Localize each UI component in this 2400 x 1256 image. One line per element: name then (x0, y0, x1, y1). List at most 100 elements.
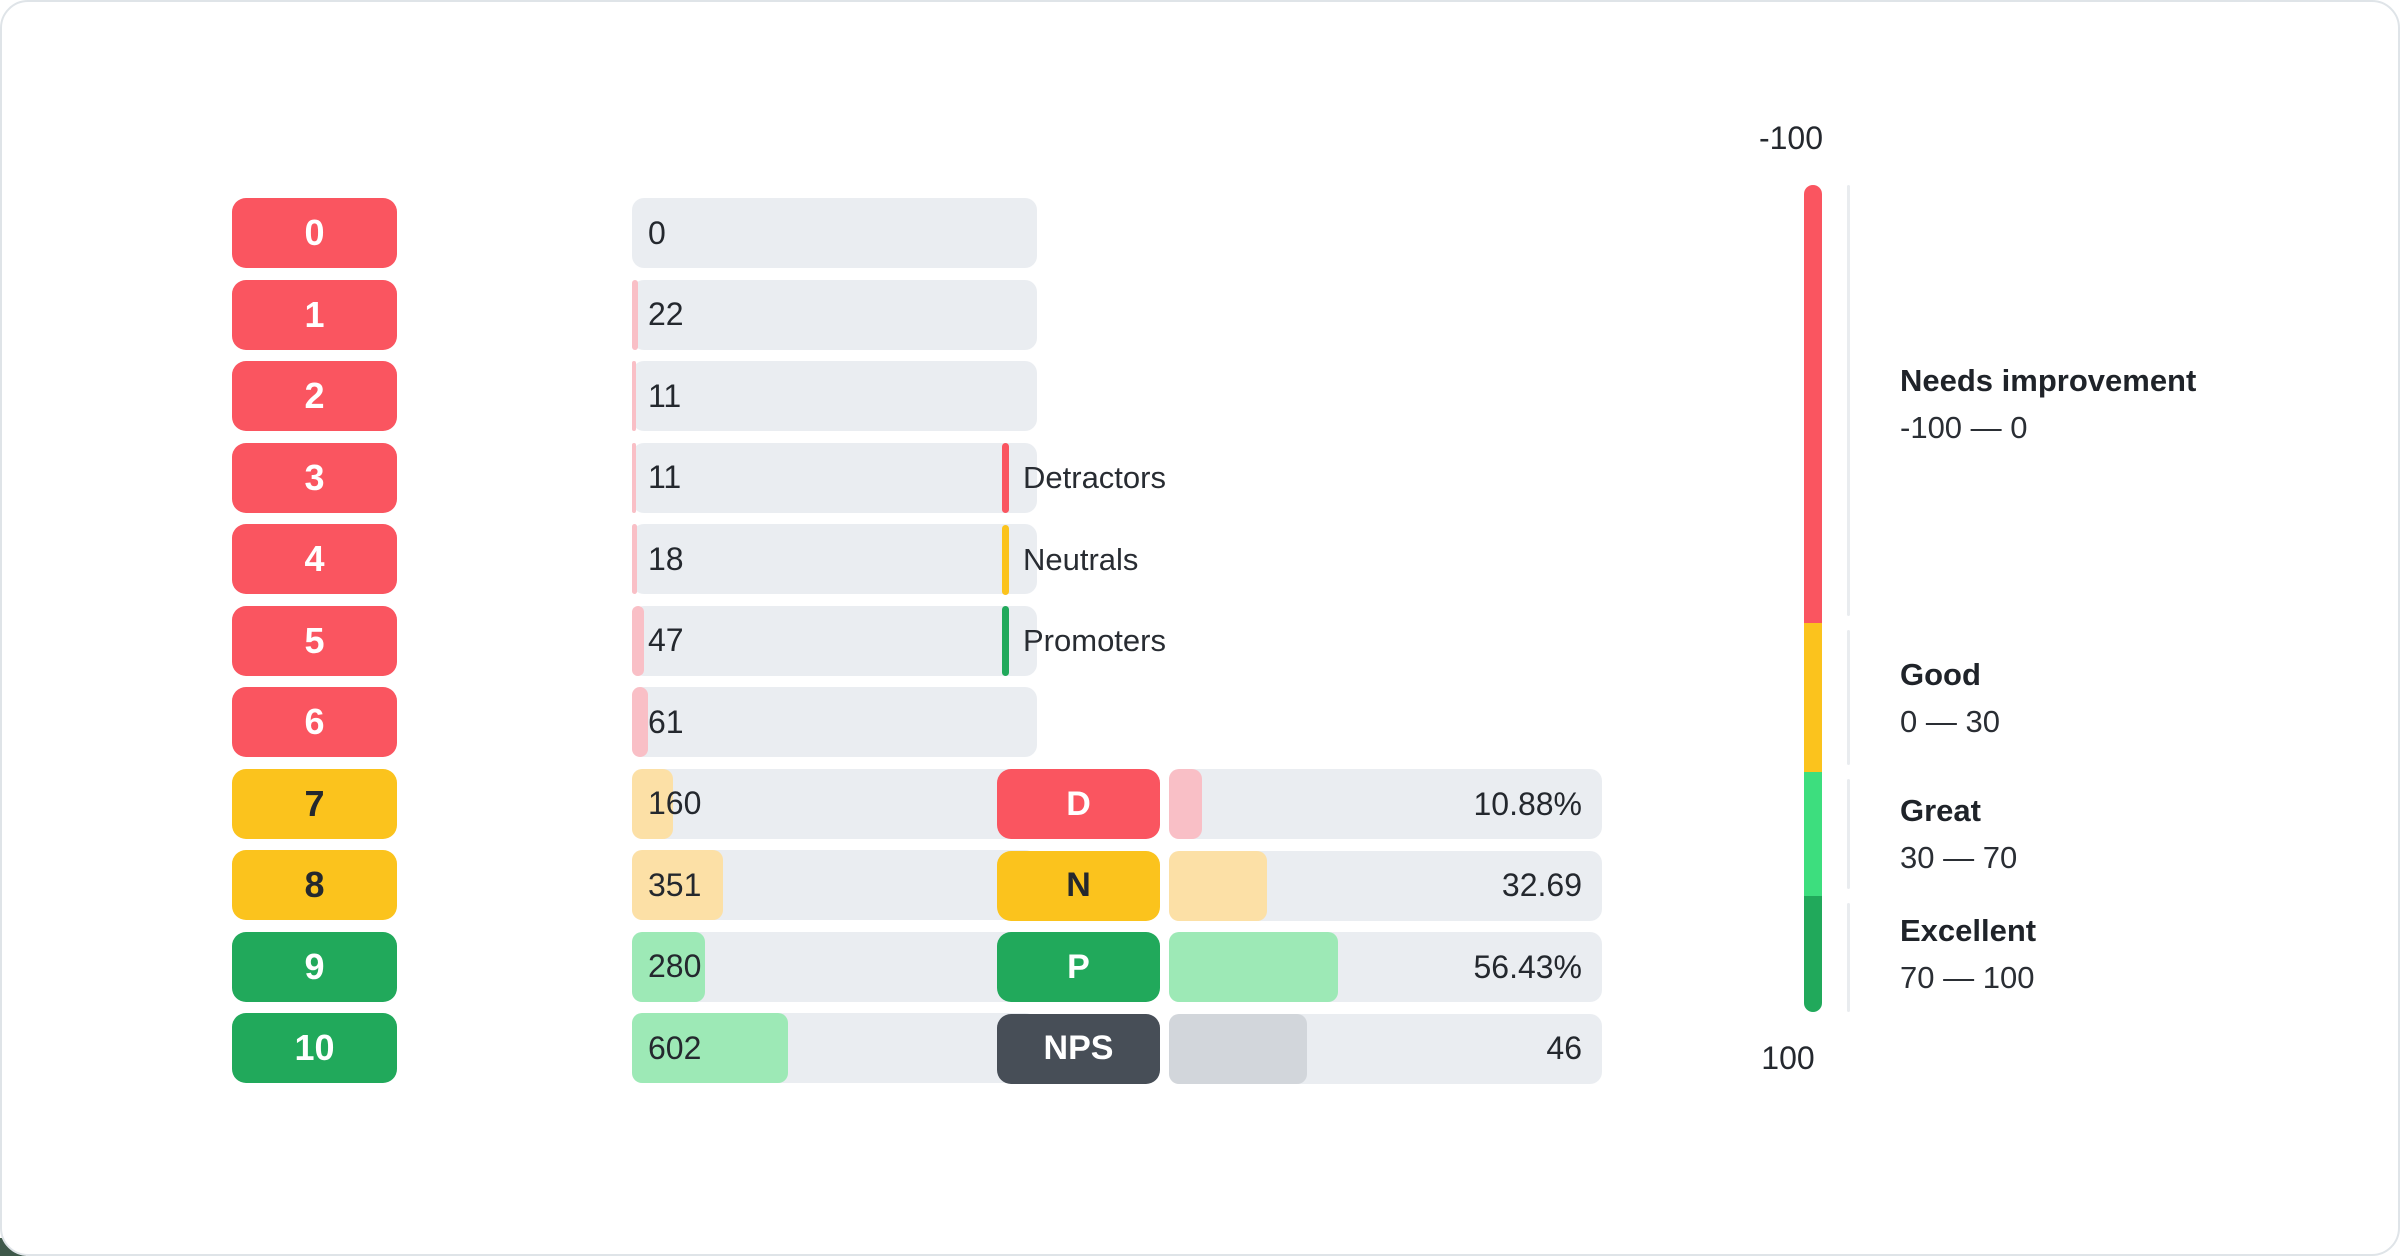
gauge-axis-segment (1847, 903, 1850, 1012)
gauge-segment-promoter (1804, 896, 1822, 1012)
gauge-segment-detractor (1804, 185, 1822, 624)
gauge-max-negative-label: -100 (1758, 120, 1824, 156)
score-row: 3 11 (232, 442, 1037, 513)
gauge-zone-title: Good (1900, 657, 1981, 692)
gauge-max-positive-label: 100 (1761, 1040, 1815, 1076)
gauge-zone-label: Great 30 — 70 (1900, 792, 2017, 877)
score-count: 160 (648, 785, 702, 821)
score-track: 11 (632, 442, 1037, 513)
nps-gauge-axis-line (1847, 185, 1850, 1012)
gauge-zone-label: Needs improvement -100 — 0 (1900, 362, 2196, 447)
score-row: 10 602 (232, 1013, 1037, 1083)
legend-label: Neutrals (1023, 541, 1139, 577)
summary-fill (1169, 932, 1338, 1002)
score-count: 602 (648, 1029, 702, 1066)
legend: Detractors Neutrals Promoters (1002, 443, 1422, 676)
legend-item: Promoters (1002, 606, 1166, 676)
gauge-axis-segment (1847, 185, 1850, 617)
score-fill (632, 279, 638, 350)
score-track: 22 (632, 279, 1037, 350)
nps-summary-chart: D 10.88% N 32.69 P 56.43% NPS 46 (997, 769, 1602, 1084)
score-track: 280 (632, 931, 1037, 1002)
summary-value: 56.43% (1473, 948, 1582, 985)
summary-fill (1169, 1013, 1307, 1084)
gauge-zone-range: 70 — 100 (1900, 960, 2035, 995)
score-badge: 0 (232, 198, 397, 268)
score-fill (632, 442, 636, 513)
score-fill (632, 1013, 788, 1083)
summary-value: 32.69 (1501, 867, 1582, 903)
summary-row: P 56.43% (997, 932, 1602, 1002)
gauge-segment-great (1804, 772, 1822, 897)
legend-label: Detractors (1023, 460, 1166, 495)
score-badge: 5 (232, 605, 397, 676)
score-track: 0 (632, 198, 1037, 268)
legend-label: Promoters (1023, 623, 1166, 658)
score-badge: 2 (232, 361, 397, 431)
score-badge: 4 (232, 524, 397, 594)
gauge-zone-range: -100 — 0 (1900, 410, 2028, 445)
score-badge: 6 (232, 687, 397, 757)
score-row: 7 160 (232, 768, 1037, 839)
score-row: 6 61 (232, 687, 1037, 757)
score-count: 11 (648, 377, 682, 414)
gauge-zone-title: Needs improvement (1900, 363, 2197, 398)
summary-track: 56.43% (1169, 932, 1602, 1002)
nps-gauge-bar (1804, 185, 1822, 1012)
gauge-segment-neutral (1804, 623, 1822, 773)
score-row: 9 280 (232, 931, 1037, 1002)
score-track: 47 (632, 605, 1037, 676)
gauge-zone-title: Excellent (1900, 913, 2037, 948)
score-track: 160 (632, 768, 1037, 839)
score-distribution-chart: 0 0 1 22 2 11 3 11 4 18 5 47 (232, 198, 1037, 1084)
score-count: 18 (648, 540, 684, 577)
gauge-zone-range: 0 — 30 (1900, 704, 2000, 739)
score-fill (632, 605, 644, 676)
summary-track: 46 (1169, 1013, 1602, 1084)
summary-track: 32.69 (1169, 850, 1602, 921)
summary-fill (1169, 850, 1267, 921)
score-track: 351 (632, 850, 1037, 920)
legend-color-bar (1002, 524, 1009, 595)
score-fill (632, 850, 723, 920)
score-count: 11 (648, 459, 682, 495)
legend-color-bar (1002, 443, 1009, 513)
summary-row: NPS 46 (997, 1013, 1602, 1084)
summary-row: D 10.88% (997, 769, 1602, 839)
score-row: 0 0 (232, 198, 1037, 268)
summary-badge: N (997, 850, 1160, 921)
gauge-zone-label: Good 0 — 30 (1900, 656, 2000, 741)
legend-item: Detractors (1002, 443, 1166, 513)
legend-item: Neutrals (1002, 524, 1139, 595)
summary-row: N 32.69 (997, 850, 1602, 921)
gauge-zone-label: Excellent 70 — 100 (1900, 912, 2036, 997)
score-count: 280 (648, 948, 702, 984)
score-badge: 8 (232, 850, 397, 920)
score-track: 602 (632, 1013, 1037, 1083)
summary-value: 10.88% (1473, 785, 1582, 822)
score-count: 351 (648, 866, 702, 903)
summary-value: 46 (1546, 1030, 1582, 1066)
score-badge: 9 (232, 931, 397, 1002)
score-badge: 3 (232, 442, 397, 513)
score-fill (632, 524, 637, 594)
score-fill (632, 687, 648, 757)
score-track: 61 (632, 687, 1037, 757)
score-count: 47 (648, 622, 684, 658)
score-count: 22 (648, 296, 684, 332)
gauge-zone-range: 30 — 70 (1900, 840, 2018, 875)
score-track: 18 (632, 524, 1037, 594)
score-fill (632, 361, 636, 431)
score-badge: 1 (232, 279, 397, 350)
score-badge: 10 (232, 1013, 397, 1083)
score-row: 1 22 (232, 279, 1037, 350)
summary-badge: D (997, 769, 1160, 839)
gauge-axis-segment (1847, 779, 1850, 890)
score-badge: 7 (232, 768, 397, 839)
score-row: 8 351 (232, 850, 1037, 920)
gauge-zone-title: Great (1900, 793, 1981, 828)
score-row: 2 11 (232, 361, 1037, 431)
score-fill (632, 931, 705, 1002)
summary-badge: NPS (997, 1013, 1160, 1084)
